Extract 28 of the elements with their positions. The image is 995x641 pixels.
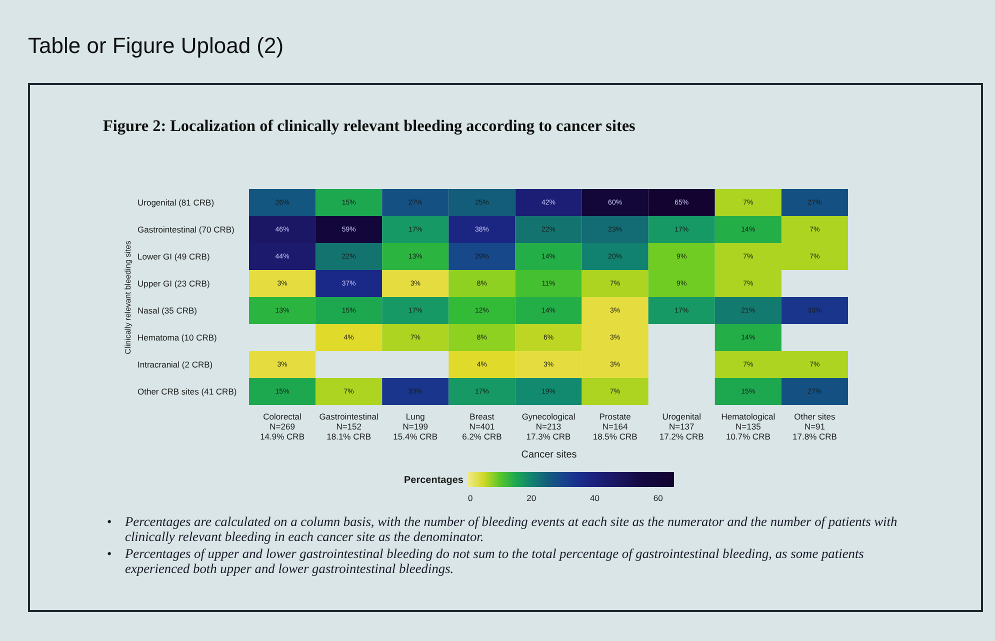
chart-title: Table or Figure Upload (2) bbox=[28, 33, 284, 59]
y-tick-label: Intracranial (2 CRB) bbox=[138, 360, 213, 370]
text: • Percentages are calculated on a column basis, with the number of bleeding events at each site as the numerator and the number of patients with clinically relevant bleeding in each cancer site as the denominator. bbox=[107, 514, 898, 544]
y-tick-label: Hematoma (10 CRB) bbox=[138, 332, 218, 342]
color-bar-label: 20 bbox=[526, 493, 536, 503]
x-tick-label: Colorectal N=269 14.9% CRB bbox=[260, 412, 305, 442]
color-bar-label: 0 bbox=[468, 493, 473, 503]
x-tick-label: Gastrointestinal N=152 18.1% CRB bbox=[319, 412, 378, 442]
y-tick-label: Nasal (35 CRB) bbox=[138, 306, 198, 316]
y-tick-label: Upper GI (23 CRB) bbox=[138, 278, 210, 288]
x-tick-label: Breast N=401 6.2% CRB bbox=[462, 412, 502, 442]
color-bar-label: 60 bbox=[653, 493, 664, 503]
x-tick-label: Hematological N=135 10.7% CRB bbox=[721, 412, 776, 442]
x-tick-label: Gynecological N=213 17.3% CRB bbox=[522, 412, 576, 442]
text: • Percentages of upper and lower gastrointestinal bleeding do not sum to the total percentage of gastrointestinal bleeding, as some patients experienced both upper and lower gastrointestinal bleedings. bbox=[107, 546, 864, 576]
x-tick-label: Lung N=199 15.4% CRB bbox=[393, 412, 438, 442]
x-tick-label: Urogenital N=137 17.2% CRB bbox=[659, 412, 704, 442]
color-bar-label: 40 bbox=[590, 493, 600, 503]
color-bar-title: Percentages bbox=[404, 475, 464, 486]
y-tick-label: Other CRB sites (41 CRB) bbox=[138, 386, 237, 396]
y-tick-label: Lower GI (49 CRB) bbox=[138, 252, 210, 262]
x-tick-label: Other sites N=91 17.8% CRB bbox=[792, 412, 838, 442]
y-tick-label: Gastrointestinal (70 CRB) bbox=[138, 224, 235, 234]
x-axis-title: Cancer sites bbox=[521, 450, 577, 460]
y-axis-title: Clinically relevant bleeding sites bbox=[124, 240, 132, 354]
chart-subtitle: Figure 2: Localization of clinically relevant bleeding according to cancer sites bbox=[103, 117, 636, 136]
x-tick-label: Prostate N=164 18.5% CRB bbox=[592, 412, 638, 442]
y-tick-label: Urogenital (81 CRB) bbox=[138, 198, 214, 208]
